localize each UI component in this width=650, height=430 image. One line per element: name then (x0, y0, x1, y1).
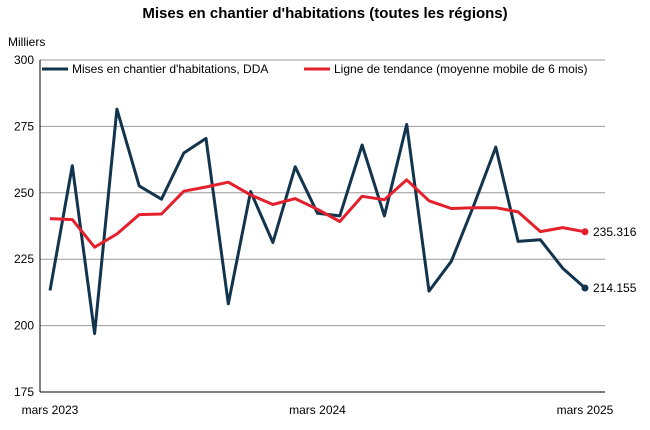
gridlines (39, 59, 605, 392)
y-axis-label: Milliers (8, 35, 45, 49)
y-tick-label: 200 (14, 319, 34, 333)
legend-label-2: Ligne de tendance (moyenne mobile de 6 m… (334, 62, 588, 76)
x-tick-label: mars 2025 (557, 403, 614, 417)
series-lines (48, 107, 589, 336)
series-end-point-2 (581, 228, 589, 236)
series-end-point-1 (581, 284, 589, 292)
end-value-label-2: 235.316 (593, 225, 637, 239)
y-tick-labels: 175 200 225 250 275 300 (14, 53, 34, 399)
y-tick-label: 225 (14, 252, 34, 266)
end-value-label-1: 214.155 (593, 281, 637, 295)
x-tick-label: mars 2024 (289, 403, 346, 417)
legend: Mises en chantier d'habitations, DDA Lign… (42, 62, 588, 76)
chart-title: Mises en chantier d'habitations (toutes … (142, 5, 507, 22)
legend-label-1: Mises en chantier d'habitations, DDA (72, 62, 268, 76)
series-line-1 (48, 107, 586, 336)
x-tick-labels: mars 2023 mars 2024 mars 2025 (22, 403, 614, 417)
y-tick-label: 175 (14, 385, 34, 399)
y-tick-label: 250 (14, 186, 34, 200)
y-tick-label: 300 (14, 53, 34, 67)
y-tick-label: 275 (14, 119, 34, 133)
x-tick-label: mars 2023 (22, 403, 79, 417)
end-labels: 214.155 235.316 (593, 225, 637, 295)
series-line-2 (49, 178, 586, 249)
